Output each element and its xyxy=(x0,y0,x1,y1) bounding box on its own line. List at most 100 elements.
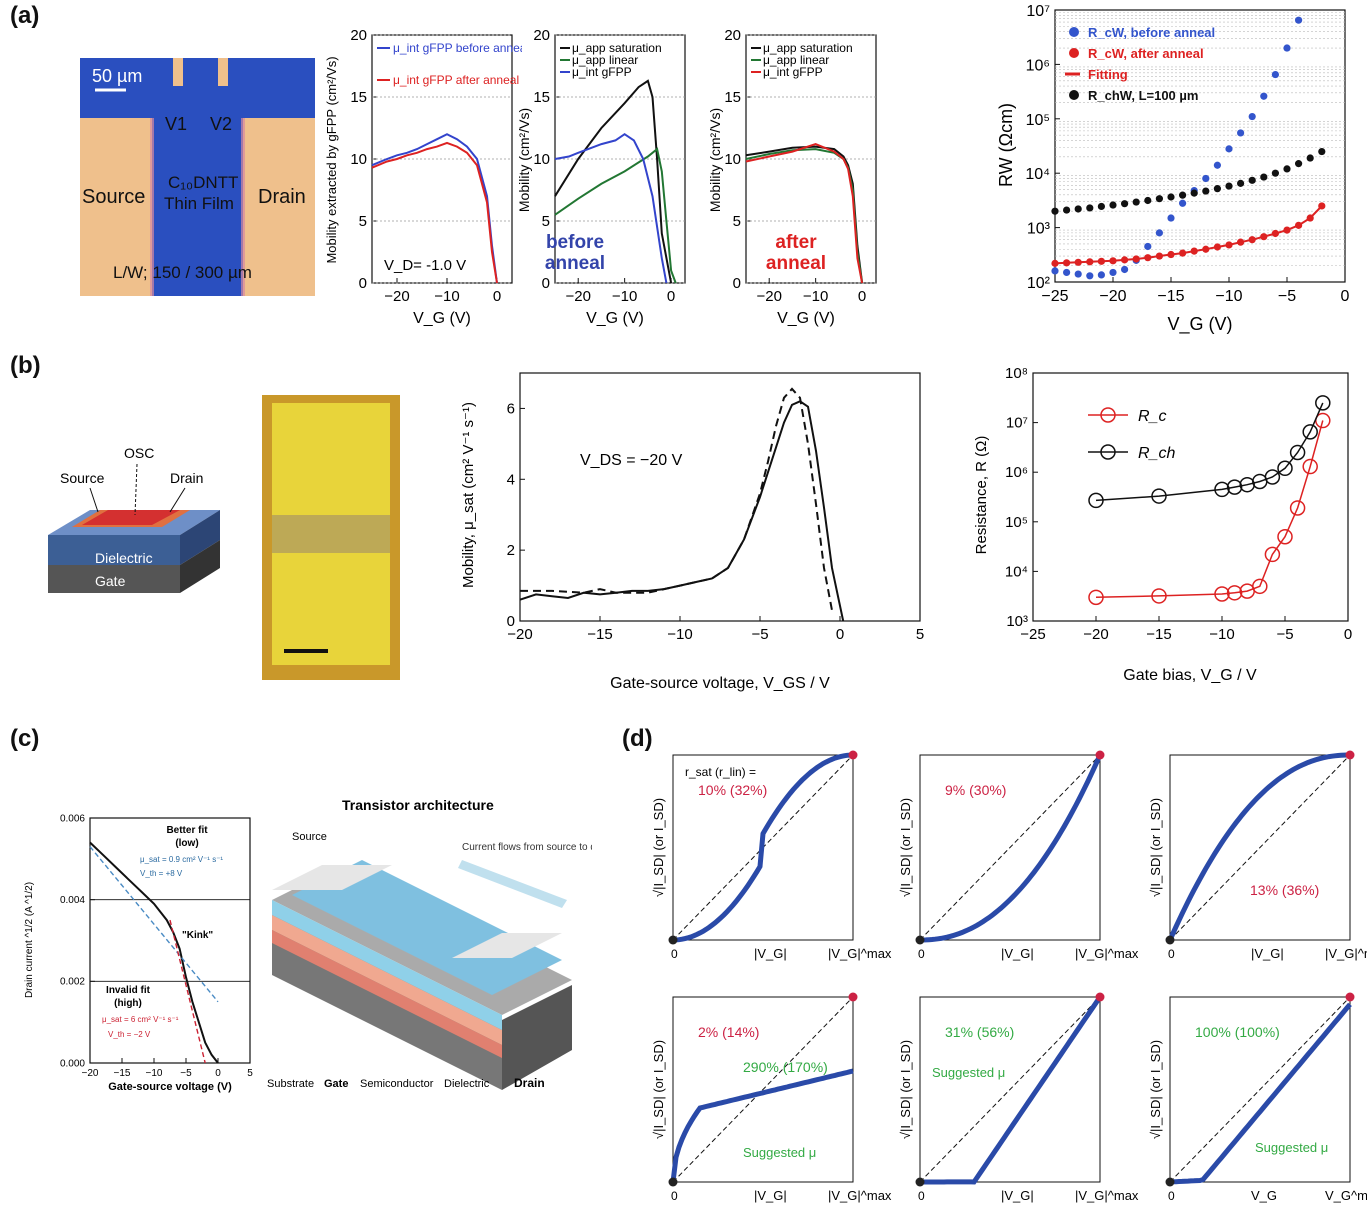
data-point xyxy=(1306,214,1314,222)
data-point xyxy=(1202,174,1210,183)
y-axis-label: √|I_SD| (or I_SD) xyxy=(898,798,913,897)
x-tick-label: −5 xyxy=(1276,626,1293,643)
arch-source-label: Source xyxy=(292,831,327,843)
x-tick-label: 0 xyxy=(836,626,844,643)
y-tick-label: 10³ xyxy=(1027,221,1051,238)
x-tick-label: −25 xyxy=(1020,626,1045,643)
y-axis-label: Mobility (cm²/Vs) xyxy=(707,108,723,212)
legend-label: R_cW, after anneal xyxy=(1088,46,1204,61)
annotation: V_DS = −20 V xyxy=(580,452,683,469)
origin-point xyxy=(668,935,678,945)
y-tick-label: 10⁶ xyxy=(1026,57,1050,74)
x-tick-label: −10 xyxy=(434,288,459,305)
flow-label: Current flows from source to drain xyxy=(462,842,592,853)
y-tick-label: 15 xyxy=(350,89,367,106)
data-point xyxy=(1109,257,1117,265)
annotation: Invalid fit xyxy=(106,985,151,996)
annotation: after xyxy=(775,232,817,253)
y-axis-label: √|I_SD| (or I_SD) xyxy=(651,1040,666,1139)
data-point xyxy=(1190,189,1198,197)
x-tick-label: −15 xyxy=(1146,626,1171,643)
data-point xyxy=(1213,161,1221,169)
transfer-curve xyxy=(920,753,1103,943)
data-point xyxy=(1295,160,1303,168)
data-point xyxy=(1318,202,1326,210)
data-point xyxy=(1252,578,1268,595)
series-line--_int-gFPP xyxy=(554,132,668,284)
x-axis-label: Gate-source voltage (V) xyxy=(108,1081,232,1093)
data-point xyxy=(1302,424,1318,440)
source-label-b: Source xyxy=(60,470,105,486)
legend-swatch-marker xyxy=(1100,444,1116,460)
data-point xyxy=(1132,255,1140,263)
annotation: μ_sat = 6 cm² V⁻¹ s⁻¹ xyxy=(102,1015,179,1024)
y-axis-label: Drain current ^1/2 (A ^1/2) xyxy=(24,882,35,998)
y-tick-label: 20 xyxy=(724,27,741,44)
legend-label: μ_app linear xyxy=(763,53,829,67)
data-point xyxy=(1109,268,1117,277)
y-tick-label: 0 xyxy=(507,613,515,630)
x-tick-label: −5 xyxy=(1278,288,1296,305)
data-point xyxy=(1271,169,1279,177)
data-point xyxy=(1225,182,1233,190)
annotation: μ_sat = 0.9 cm² V⁻¹ s⁻¹ xyxy=(140,855,223,864)
x-axis-label: V_G xyxy=(1251,1188,1277,1203)
ratio-label-2: 290% (170%) xyxy=(743,1059,828,1075)
data-point xyxy=(1155,195,1163,203)
device-schematic-b: Dielectric Gate OSC Source Drain xyxy=(48,445,220,593)
series-line-high-fit xyxy=(169,919,206,1064)
data-point xyxy=(1248,236,1256,244)
data-point xyxy=(1248,112,1256,121)
legend-label: μ_int gFPP xyxy=(763,65,823,79)
ratio-label: 100% (100%) xyxy=(1195,1024,1280,1040)
data-point xyxy=(1074,205,1082,213)
subplot-frame xyxy=(672,754,854,941)
ratio-label: 10% (32%) xyxy=(698,782,767,798)
chart-c1-drain-current: −20 −15 −10 −5 0 5 0.000 0.002 0.004 0.006 Better … xyxy=(24,813,253,1093)
legend-label: R_cW, before anneal xyxy=(1088,25,1215,40)
y-tick-label: 0.000 xyxy=(60,1058,85,1069)
v1-label: V1 xyxy=(165,114,187,134)
data-point xyxy=(1237,129,1245,137)
x-axis-label: V_G (V) xyxy=(413,310,471,327)
ratio-label: 31% (56%) xyxy=(945,1024,1014,1040)
x-tick-label: −10 xyxy=(1209,626,1234,643)
y-axis-label: √|I_SD| (or I_SD) xyxy=(1148,798,1163,897)
x-tick-label: 5 xyxy=(916,626,924,643)
y-tick-label: 20 xyxy=(533,27,550,44)
y-axis-label: RW (Ωcm) xyxy=(996,103,1016,187)
x-tick-label: −20 xyxy=(756,288,781,305)
chart-b1-mobility-vgs: −20 −15 −10 −5 0 5 0 2 4 6 Mobility, μ_sat (cm² V⁻… xyxy=(460,372,924,692)
legend-swatch xyxy=(1069,90,1079,100)
legend-label: μ_int gFPP xyxy=(572,65,632,79)
data-point xyxy=(1179,199,1187,207)
origin-label: 0 xyxy=(1168,947,1175,961)
y-tick-label: 20 xyxy=(350,27,367,44)
x-axis-label: V_G (V) xyxy=(586,310,644,327)
x-axis-label: |V_G| xyxy=(1001,946,1034,961)
data-point xyxy=(1283,165,1291,173)
data-point xyxy=(1237,238,1245,246)
legend-swatch xyxy=(1069,27,1079,37)
legend-label: μ_int gFPP before anneal xyxy=(393,41,522,55)
series-line--_app-linear xyxy=(554,147,677,284)
annotation: V_th = +8 V xyxy=(140,869,183,878)
data-point xyxy=(1264,546,1281,563)
gate-label-c: Gate xyxy=(324,1078,348,1090)
data-point xyxy=(1226,479,1243,495)
arch-title: Transistor architecture xyxy=(342,797,494,813)
x-tick-label: −20 xyxy=(565,288,590,305)
y-axis-label: Mobility (cm²/Vs) xyxy=(516,108,532,212)
legend-label: R_c xyxy=(1138,408,1166,425)
y-tick-label: 15 xyxy=(533,89,550,106)
annotation: "Kink" xyxy=(182,930,213,941)
chart-d-ideal-shapes: 0 |V_G| |V_G|^max √|I_SD| (or I_SD) 10% (32%… xyxy=(651,750,1367,1203)
y-axis-label: Mobility, μ_sat (cm² V⁻¹ s⁻¹) xyxy=(460,402,477,588)
plot-frame xyxy=(1032,372,1349,622)
data-point xyxy=(1260,233,1268,241)
dielectric-label: Dielectric xyxy=(95,550,153,566)
data-point xyxy=(1190,247,1198,255)
x-axis-label: |V_G| xyxy=(754,946,787,961)
transfer-curve xyxy=(670,1068,854,1183)
label-header: r_sat (r_lin) = xyxy=(685,765,756,779)
